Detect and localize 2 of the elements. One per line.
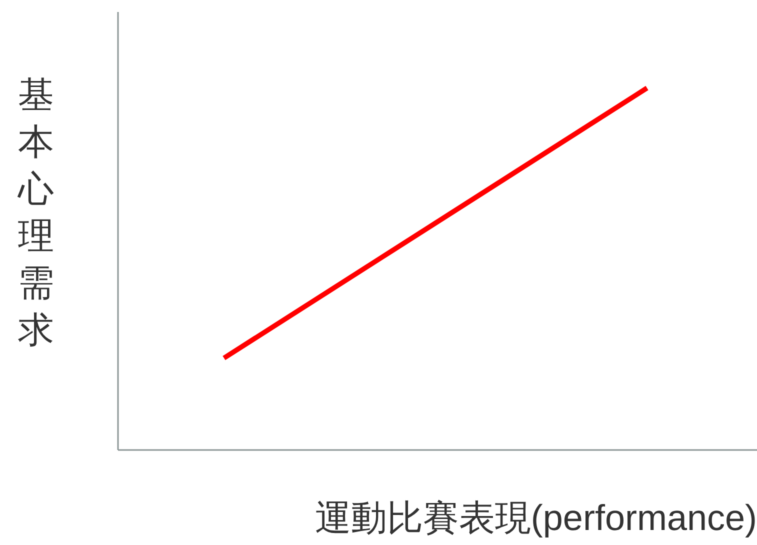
y-axis-title: 基本心理需求 — [16, 74, 55, 353]
x-axis-title: 運動比賽表現(performance) — [314, 496, 757, 540]
